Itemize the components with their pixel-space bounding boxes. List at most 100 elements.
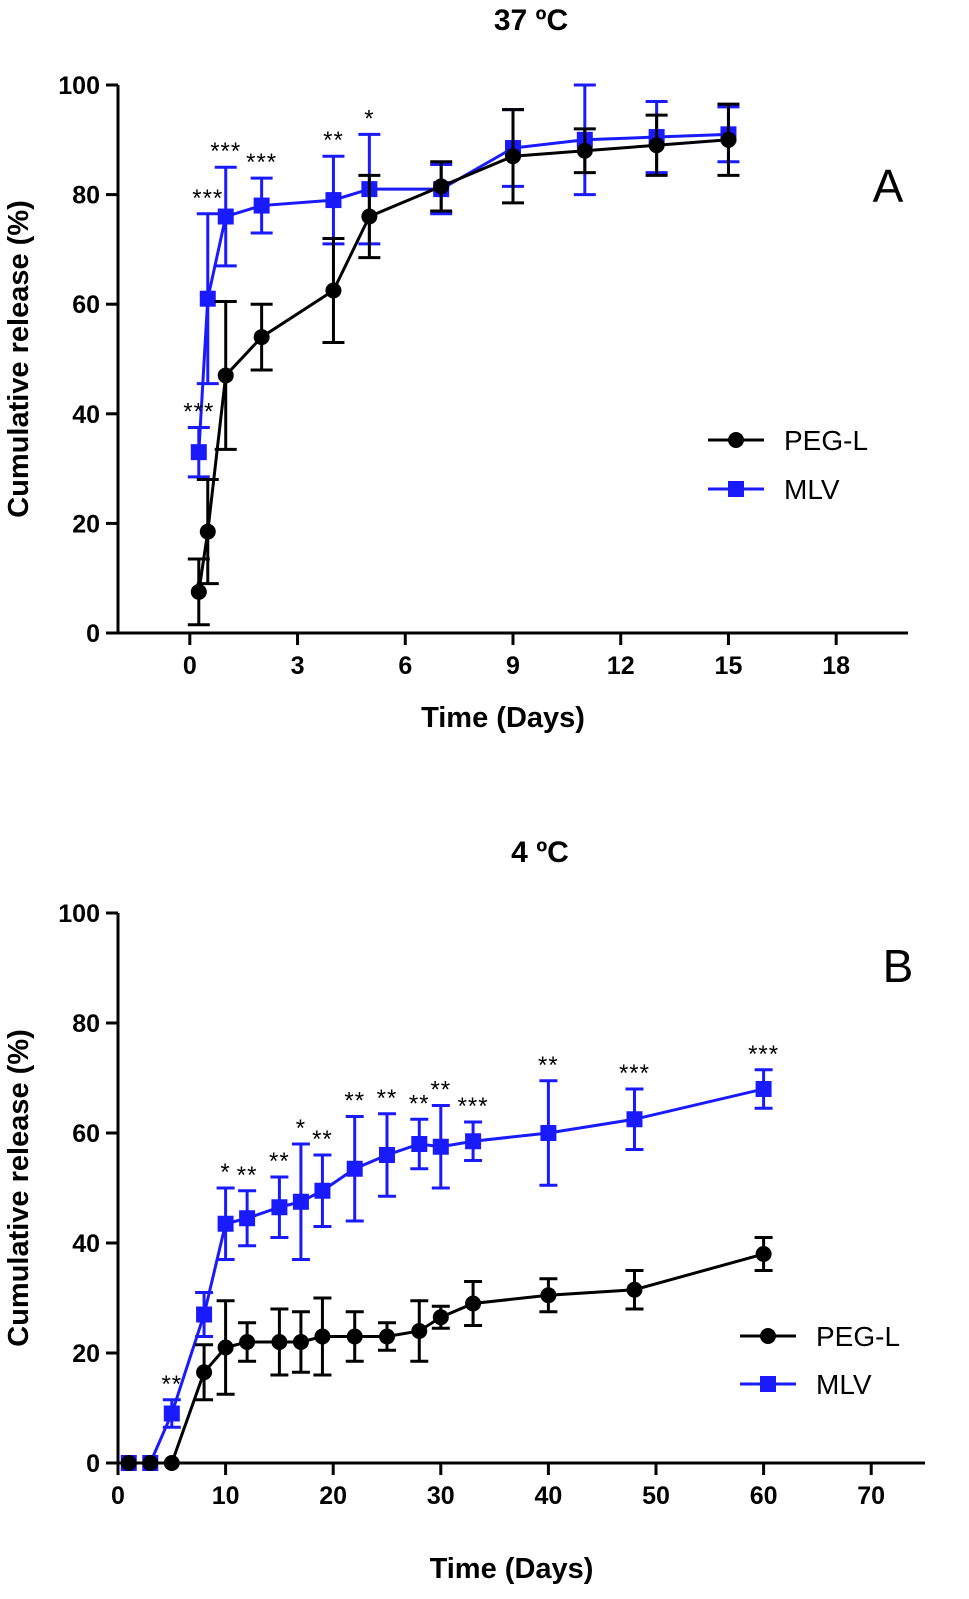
data-point xyxy=(271,1199,288,1216)
legend-marker xyxy=(760,1376,776,1392)
y-tick-label: 100 xyxy=(58,900,100,928)
legend: PEG-L MLV xyxy=(740,1321,900,1400)
series-peg-l xyxy=(120,1236,773,1471)
y-tick-label: 0 xyxy=(86,620,100,648)
significance-label: ** xyxy=(377,1085,398,1112)
significance-label: * xyxy=(296,1115,306,1142)
y-axis-title: Cumulative release (%) xyxy=(3,200,35,518)
significance-label: ** xyxy=(312,1126,333,1153)
data-point xyxy=(379,1328,395,1345)
significance-label: *** xyxy=(458,1093,489,1120)
data-point xyxy=(314,1328,331,1345)
data-point xyxy=(253,197,270,214)
legend-label: MLV xyxy=(816,1369,872,1400)
x-tick-label: 60 xyxy=(750,1482,778,1510)
significance-label: ** xyxy=(430,1077,451,1104)
legend-marker xyxy=(728,432,744,448)
y-tick-label: 80 xyxy=(72,182,100,210)
legend-label: PEG-L xyxy=(816,1321,900,1352)
data-point xyxy=(433,178,450,195)
panel-label: A xyxy=(873,160,904,212)
y-tick-label: 40 xyxy=(72,1230,100,1258)
significance-label: ** xyxy=(538,1052,559,1079)
data-point xyxy=(239,1210,256,1227)
data-point xyxy=(755,1246,772,1262)
data-point xyxy=(196,1306,213,1323)
x-tick-label: 18 xyxy=(822,652,850,680)
data-point xyxy=(271,1334,288,1350)
significance-label: ** xyxy=(161,1371,182,1398)
data-point xyxy=(199,290,216,307)
data-point xyxy=(292,1193,309,1210)
x-tick-label: 15 xyxy=(715,652,743,680)
y-tick-label: 60 xyxy=(72,1120,100,1148)
y-axis-title: Cumulative release (%) xyxy=(3,1029,35,1347)
data-point xyxy=(314,1182,331,1199)
data-point xyxy=(648,137,665,154)
x-axis-title: Time (Days) xyxy=(430,1553,594,1585)
data-point xyxy=(465,1133,482,1150)
x-tick-label: 20 xyxy=(319,1482,347,1510)
significance-label: ** xyxy=(237,1162,258,1189)
chart-panel-a: 37 ºC A 0 20 40 60 80 100 0 3 6 9 12 15 18 Time (Days) C… xyxy=(3,4,908,734)
data-point xyxy=(505,148,521,165)
x-axis-title: Time (Days) xyxy=(421,702,585,734)
series-peg-l xyxy=(187,102,740,627)
data-point xyxy=(163,1455,180,1471)
data-point xyxy=(190,583,207,600)
y-tick-label: 60 xyxy=(72,291,100,319)
data-point xyxy=(411,1323,428,1339)
data-point xyxy=(465,1295,482,1312)
y-tick-label: 20 xyxy=(72,1340,100,1368)
series-line xyxy=(197,132,729,453)
significance-label: *** xyxy=(210,138,241,165)
chart-panel-b: 4 ºC B 0 20 40 60 80 100 0 10 20 30 40 50 60 70 Time (Da… xyxy=(3,836,925,1585)
y-tick-label: 40 xyxy=(72,401,100,429)
data-point xyxy=(346,1328,363,1345)
x-tick-label: 70 xyxy=(857,1482,885,1510)
x-tick-label: 9 xyxy=(506,652,520,680)
legend: PEG-L MLV xyxy=(708,425,868,505)
x-tick-label: 0 xyxy=(183,652,197,680)
legend-marker xyxy=(728,481,744,497)
x-tick-label: 3 xyxy=(291,652,305,680)
chart-title: 37 ºC xyxy=(494,4,568,37)
legend-label: MLV xyxy=(784,474,840,505)
data-point xyxy=(361,208,378,225)
data-point xyxy=(163,1405,180,1422)
chart-title: 4 ºC xyxy=(511,836,569,869)
data-point xyxy=(540,1125,557,1141)
y-tick-label: 100 xyxy=(58,72,100,100)
legend-label: PEG-L xyxy=(784,425,868,456)
significance-label: * xyxy=(220,1159,230,1186)
x-tick-label: 30 xyxy=(427,1482,455,1510)
data-point xyxy=(346,1160,363,1177)
significance-label: *** xyxy=(183,399,214,426)
significance-label: *** xyxy=(192,185,223,212)
y-tick-label: 20 xyxy=(72,510,100,538)
data-point xyxy=(190,444,207,461)
significance-label: ** xyxy=(323,127,344,154)
data-point xyxy=(379,1147,395,1163)
data-point xyxy=(217,367,234,384)
x-tick-label: 50 xyxy=(642,1482,670,1510)
data-point xyxy=(540,1287,557,1304)
series-line xyxy=(197,138,729,593)
data-point xyxy=(217,1339,234,1356)
significance-label: * xyxy=(364,105,374,132)
data-point xyxy=(626,1281,643,1298)
data-point xyxy=(217,1215,234,1232)
x-tick-label: 10 xyxy=(212,1482,240,1510)
series-line xyxy=(128,1252,765,1465)
data-point xyxy=(755,1081,772,1097)
data-point xyxy=(217,208,234,225)
data-point xyxy=(626,1111,643,1128)
x-tick-label: 6 xyxy=(398,652,412,680)
y-tick-label: 0 xyxy=(86,1450,100,1478)
data-point xyxy=(325,282,342,299)
y-tick-label: 80 xyxy=(72,1010,100,1038)
data-point xyxy=(292,1334,309,1350)
data-point xyxy=(432,1138,449,1155)
data-point xyxy=(120,1455,137,1471)
